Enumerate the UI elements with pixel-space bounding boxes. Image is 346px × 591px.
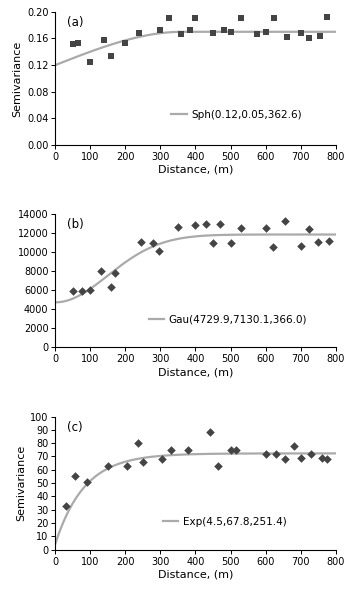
Legend: Gau(4729.9,7130.1,366.0): Gau(4729.9,7130.1,366.0) <box>145 310 311 329</box>
Point <box>326 236 331 245</box>
Point <box>63 501 69 511</box>
Text: (c): (c) <box>66 421 82 434</box>
Legend: Sph(0.12,0.05,362.6): Sph(0.12,0.05,362.6) <box>167 105 306 124</box>
Point <box>272 14 277 23</box>
Point <box>98 267 104 276</box>
Point <box>282 454 288 464</box>
Point <box>158 26 163 35</box>
Point <box>228 445 233 454</box>
X-axis label: Distance, (m): Distance, (m) <box>158 569 233 579</box>
Point <box>238 224 244 233</box>
Point <box>298 453 303 463</box>
Point <box>210 238 216 248</box>
X-axis label: Distance, (m): Distance, (m) <box>158 165 233 175</box>
Point <box>216 461 221 470</box>
Point <box>138 237 144 246</box>
Point <box>254 29 260 38</box>
Point <box>270 243 275 252</box>
Point <box>135 439 140 448</box>
Point <box>217 219 223 228</box>
Point <box>203 219 209 228</box>
Point <box>70 287 76 296</box>
Point <box>238 14 244 23</box>
Point <box>112 268 118 277</box>
Point <box>186 445 191 454</box>
Point <box>228 238 233 248</box>
Point <box>193 220 198 229</box>
Point <box>168 445 174 454</box>
Point <box>298 28 303 38</box>
Point <box>308 449 314 459</box>
Point <box>307 225 312 234</box>
Legend: Exp(4.5,67.8,251.4): Exp(4.5,67.8,251.4) <box>159 513 291 531</box>
Point <box>88 285 93 295</box>
Point <box>210 28 216 38</box>
Point <box>291 441 296 450</box>
Y-axis label: Semivariance: Semivariance <box>13 40 23 116</box>
Point <box>221 26 226 35</box>
Point <box>263 449 268 459</box>
Point <box>263 27 268 37</box>
Point <box>109 51 114 61</box>
Y-axis label: Semivariance: Semivariance <box>16 445 26 521</box>
Point <box>284 33 289 42</box>
Point <box>156 246 162 256</box>
Point <box>263 224 268 233</box>
Point <box>102 35 107 45</box>
Point <box>140 457 146 466</box>
Point <box>175 222 181 231</box>
Point <box>228 27 233 37</box>
Point <box>70 39 76 48</box>
Text: (b): (b) <box>66 218 83 231</box>
Point <box>160 454 165 464</box>
Point <box>137 28 142 38</box>
Point <box>319 453 325 463</box>
Point <box>88 57 93 66</box>
Point <box>151 238 156 248</box>
Point <box>109 282 114 291</box>
X-axis label: Distance, (m): Distance, (m) <box>158 367 233 377</box>
Point <box>125 461 130 470</box>
Text: (a): (a) <box>66 16 83 29</box>
Point <box>179 29 184 38</box>
Point <box>273 449 279 459</box>
Point <box>315 237 321 246</box>
Point <box>122 38 128 48</box>
Point <box>324 12 330 22</box>
Point <box>324 454 330 464</box>
Point <box>75 38 81 48</box>
Point <box>72 472 78 481</box>
Point <box>307 34 312 43</box>
Point <box>188 25 193 34</box>
Point <box>79 286 84 296</box>
Point <box>105 461 111 470</box>
Point <box>298 241 303 250</box>
Point <box>317 31 322 41</box>
Point <box>282 216 288 226</box>
Point <box>207 428 212 437</box>
Point <box>193 14 198 23</box>
Point <box>233 445 238 454</box>
Point <box>166 13 172 22</box>
Point <box>84 477 90 486</box>
